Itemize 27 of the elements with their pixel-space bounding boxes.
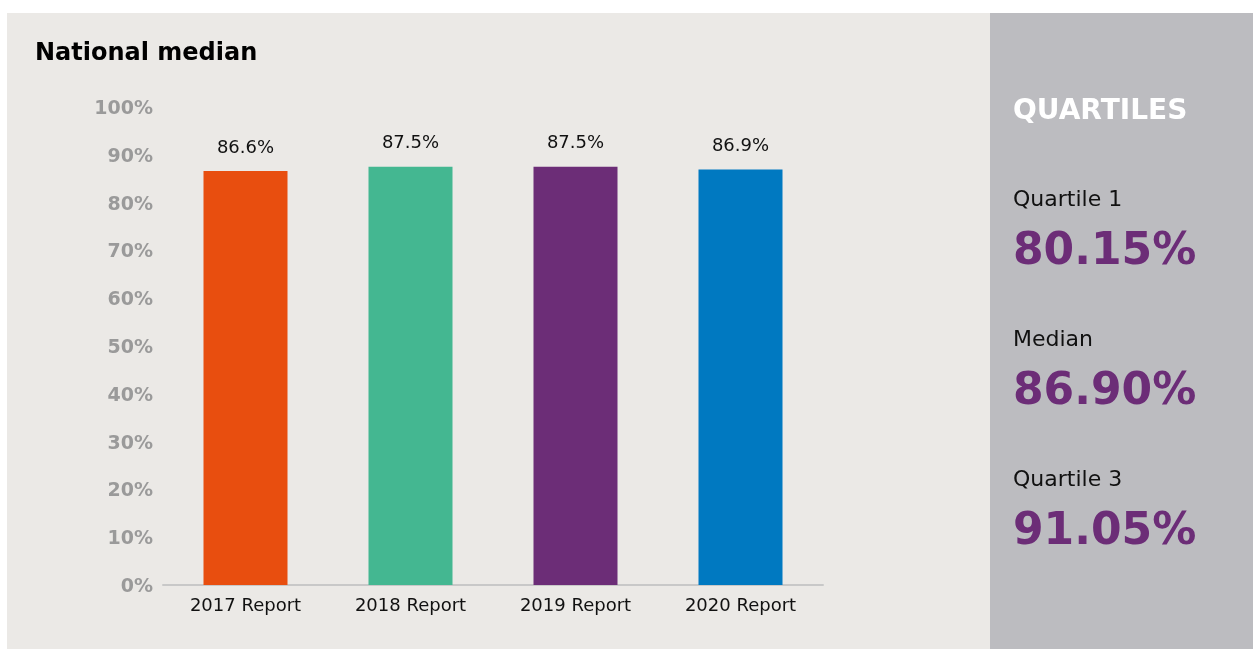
y-tick-label: 40% <box>107 382 153 405</box>
x-tick-label: 2018 Report <box>354 593 467 615</box>
data-label: 87.5% <box>546 131 605 153</box>
text: Median <box>1013 326 1094 351</box>
y-tick-label: 90% <box>107 143 153 166</box>
y-tick-label: 80% <box>107 191 153 214</box>
x-tick-label: 2020 Report <box>684 593 797 615</box>
y-tick-label: 30% <box>107 430 153 453</box>
y-tick-label: 50% <box>107 335 153 357</box>
y-tick-label: 10% <box>107 526 153 549</box>
y-tick-label: 70% <box>107 239 153 262</box>
x-tick-label: 2019 Report <box>519 593 632 615</box>
y-tick-label: 100% <box>94 96 153 118</box>
text: Quartile 3 <box>1013 466 1123 491</box>
y-tick-label: 20% <box>107 478 153 501</box>
x-tick-label: 2017 Report <box>189 593 302 615</box>
text: QUARTILES <box>1013 93 1188 126</box>
chart-title: National median <box>35 38 258 66</box>
text: Quartile 1 <box>1013 186 1123 211</box>
data-label: 86.9% <box>711 134 770 156</box>
text: 91.05% <box>1013 503 1197 554</box>
text: 86.90% <box>1013 363 1197 414</box>
y-tick-label: 0% <box>120 574 153 596</box>
y-tick-label: 60% <box>107 287 153 310</box>
data-label: 86.6% <box>216 135 275 157</box>
text: 80.15% <box>1013 223 1197 274</box>
data-label: 87.5% <box>381 131 440 153</box>
